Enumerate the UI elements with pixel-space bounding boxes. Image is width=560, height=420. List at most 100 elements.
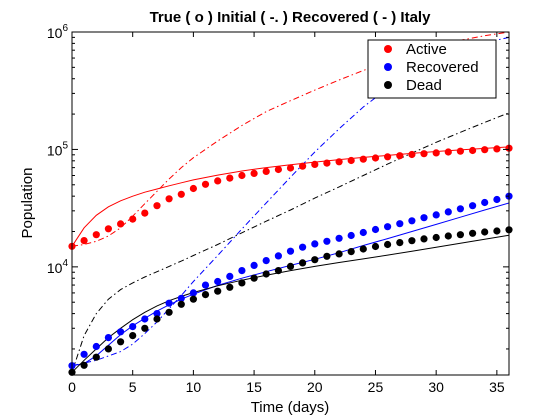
dead-data-point	[117, 338, 125, 346]
dead-data-point	[323, 252, 331, 260]
dead-data-point	[396, 239, 404, 247]
active-data-point	[226, 174, 234, 182]
active-data-point	[384, 153, 392, 161]
dead-data-point	[420, 235, 428, 243]
recovered-data-point	[104, 334, 112, 342]
recovered-data-point	[396, 220, 404, 228]
dead-data-point	[177, 300, 185, 308]
recovered-data-point	[117, 328, 125, 336]
legend-label-active: Active	[406, 41, 447, 58]
recovered-data-point	[274, 252, 282, 260]
recovered-data-point	[92, 342, 100, 351]
active-data-point	[189, 184, 197, 193]
recovered-data-point	[335, 234, 343, 242]
recovered-data-point	[432, 211, 440, 219]
legend-label-recovered: Recovered	[406, 59, 479, 76]
recovered-data-point	[286, 247, 295, 255]
active-data-point	[408, 150, 416, 159]
recovered-data-point	[371, 225, 380, 234]
x-tick-label: 30	[428, 379, 444, 395]
dead-data-point	[432, 233, 440, 242]
dead-data-point	[129, 332, 137, 340]
x-tick-label: 5	[129, 379, 137, 395]
x-tick-label: 15	[246, 379, 262, 395]
active-recovered-fit-line	[71, 146, 510, 247]
dead-data-point	[80, 361, 88, 369]
recovered-data-point	[311, 240, 319, 248]
active-data-point	[129, 215, 137, 223]
dead-data-point	[92, 353, 100, 361]
recovered-data-point	[420, 214, 428, 222]
x-tick-label: 0	[68, 379, 76, 395]
dead-data-point	[408, 237, 416, 245]
plot-points	[68, 144, 513, 376]
dead-data-point	[250, 274, 258, 282]
recovered-data-point	[299, 243, 307, 251]
recovered-data-point	[347, 231, 355, 240]
y-tick-label: 104	[47, 258, 69, 276]
active-data-point	[371, 154, 380, 162]
recovered-data-point	[408, 217, 416, 225]
dead-data-point	[481, 228, 489, 236]
active-data-point	[432, 149, 440, 157]
dead-data-point	[141, 324, 149, 332]
x-tick-label: 25	[368, 379, 384, 395]
active-data-point	[286, 164, 295, 172]
recovered-data-point	[444, 208, 452, 216]
recovered-data-point	[262, 257, 270, 265]
active-data-point	[214, 177, 222, 185]
recovered-data-point	[238, 267, 246, 275]
active-data-point	[323, 159, 331, 167]
recovered-data-point	[469, 202, 477, 210]
dead-initial-line	[71, 112, 510, 373]
recovered-recovered-fit-line	[71, 202, 510, 367]
active-data-point	[141, 209, 149, 217]
active-data-point	[469, 146, 477, 155]
active-data-point	[238, 171, 246, 180]
legend: Active Recovered Dead	[367, 39, 497, 99]
y-tick-label: 105	[47, 140, 69, 158]
dead-recovered-fit-line	[71, 234, 510, 373]
dead-data-point	[274, 267, 282, 275]
dead-data-point	[335, 250, 343, 258]
legend-marker-dead	[384, 81, 392, 89]
dead-data-point	[226, 283, 234, 291]
active-data-point	[274, 165, 282, 174]
legend-marker-active	[384, 45, 392, 53]
recovered-data-point	[141, 315, 149, 323]
active-data-point	[165, 195, 173, 203]
dead-data-point	[165, 308, 173, 316]
dead-data-point	[104, 345, 112, 353]
recovered-data-point	[456, 205, 464, 213]
dead-data-point	[493, 227, 501, 235]
dead-data-point	[214, 287, 222, 295]
x-tick-label: 20	[307, 379, 323, 395]
x-tick-label: 35	[489, 379, 505, 395]
dead-data-point	[311, 256, 319, 264]
x-axis-label: Time (days)	[251, 399, 330, 416]
legend-label-dead: Dead	[406, 77, 442, 94]
active-data-point	[201, 180, 210, 188]
active-data-point	[456, 147, 464, 155]
active-data-point	[444, 148, 452, 156]
recovered-data-point	[80, 350, 88, 358]
dead-data-point	[201, 291, 210, 299]
recovered-data-point	[323, 237, 331, 245]
recovered-data-point	[384, 223, 392, 231]
active-data-point	[299, 162, 307, 170]
dead-data-point	[444, 232, 452, 240]
active-data-point	[420, 150, 428, 158]
active-data-point	[311, 160, 319, 168]
dead-data-point	[347, 248, 355, 256]
active-data-point	[80, 237, 88, 245]
x-tick-label: 10	[186, 379, 202, 395]
recovered-data-point	[129, 323, 137, 331]
active-data-point	[347, 156, 355, 165]
recovered-data-point	[214, 277, 222, 286]
chart-title: True ( o ) Initial ( -. ) Recovered ( - …	[150, 9, 432, 26]
recovered-data-point	[493, 195, 501, 204]
plot-frame	[71, 31, 510, 376]
dead-data-point	[238, 279, 246, 287]
y-axis-label: Population	[19, 168, 36, 239]
